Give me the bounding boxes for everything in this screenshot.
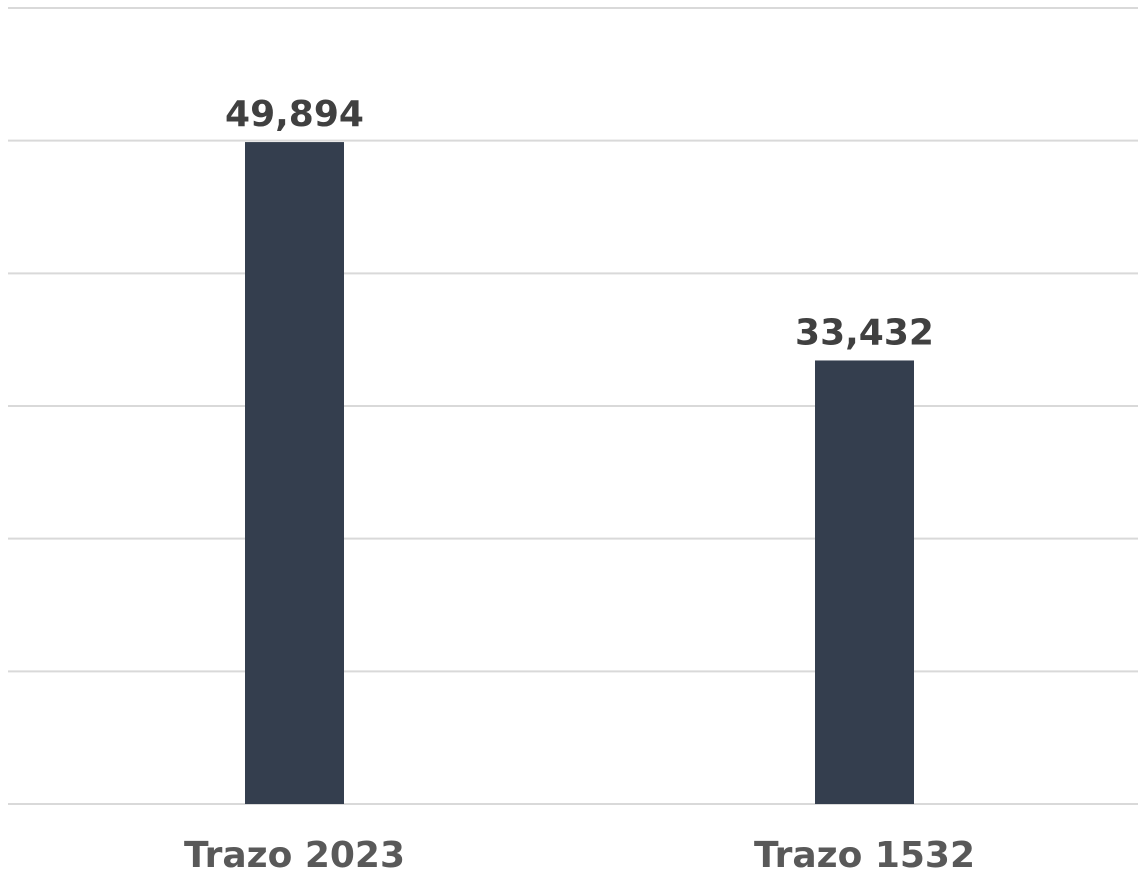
value-label-trazo-2023: 49,894 [225, 94, 364, 135]
value-label-trazo-1532: 33,432 [795, 312, 934, 353]
grid-lines [8, 7, 1138, 805]
value-labels: 49,894 33,432 [225, 94, 934, 353]
bar-trazo-1532 [815, 360, 914, 804]
bar-trazo-2023 [245, 142, 344, 804]
category-label-trazo-1532: Trazo 1532 [754, 835, 975, 872]
bars [245, 142, 914, 804]
category-label-trazo-2023: Trazo 2023 [184, 835, 405, 872]
category-axis-labels: Trazo 2023 Trazo 1532 [184, 835, 975, 872]
